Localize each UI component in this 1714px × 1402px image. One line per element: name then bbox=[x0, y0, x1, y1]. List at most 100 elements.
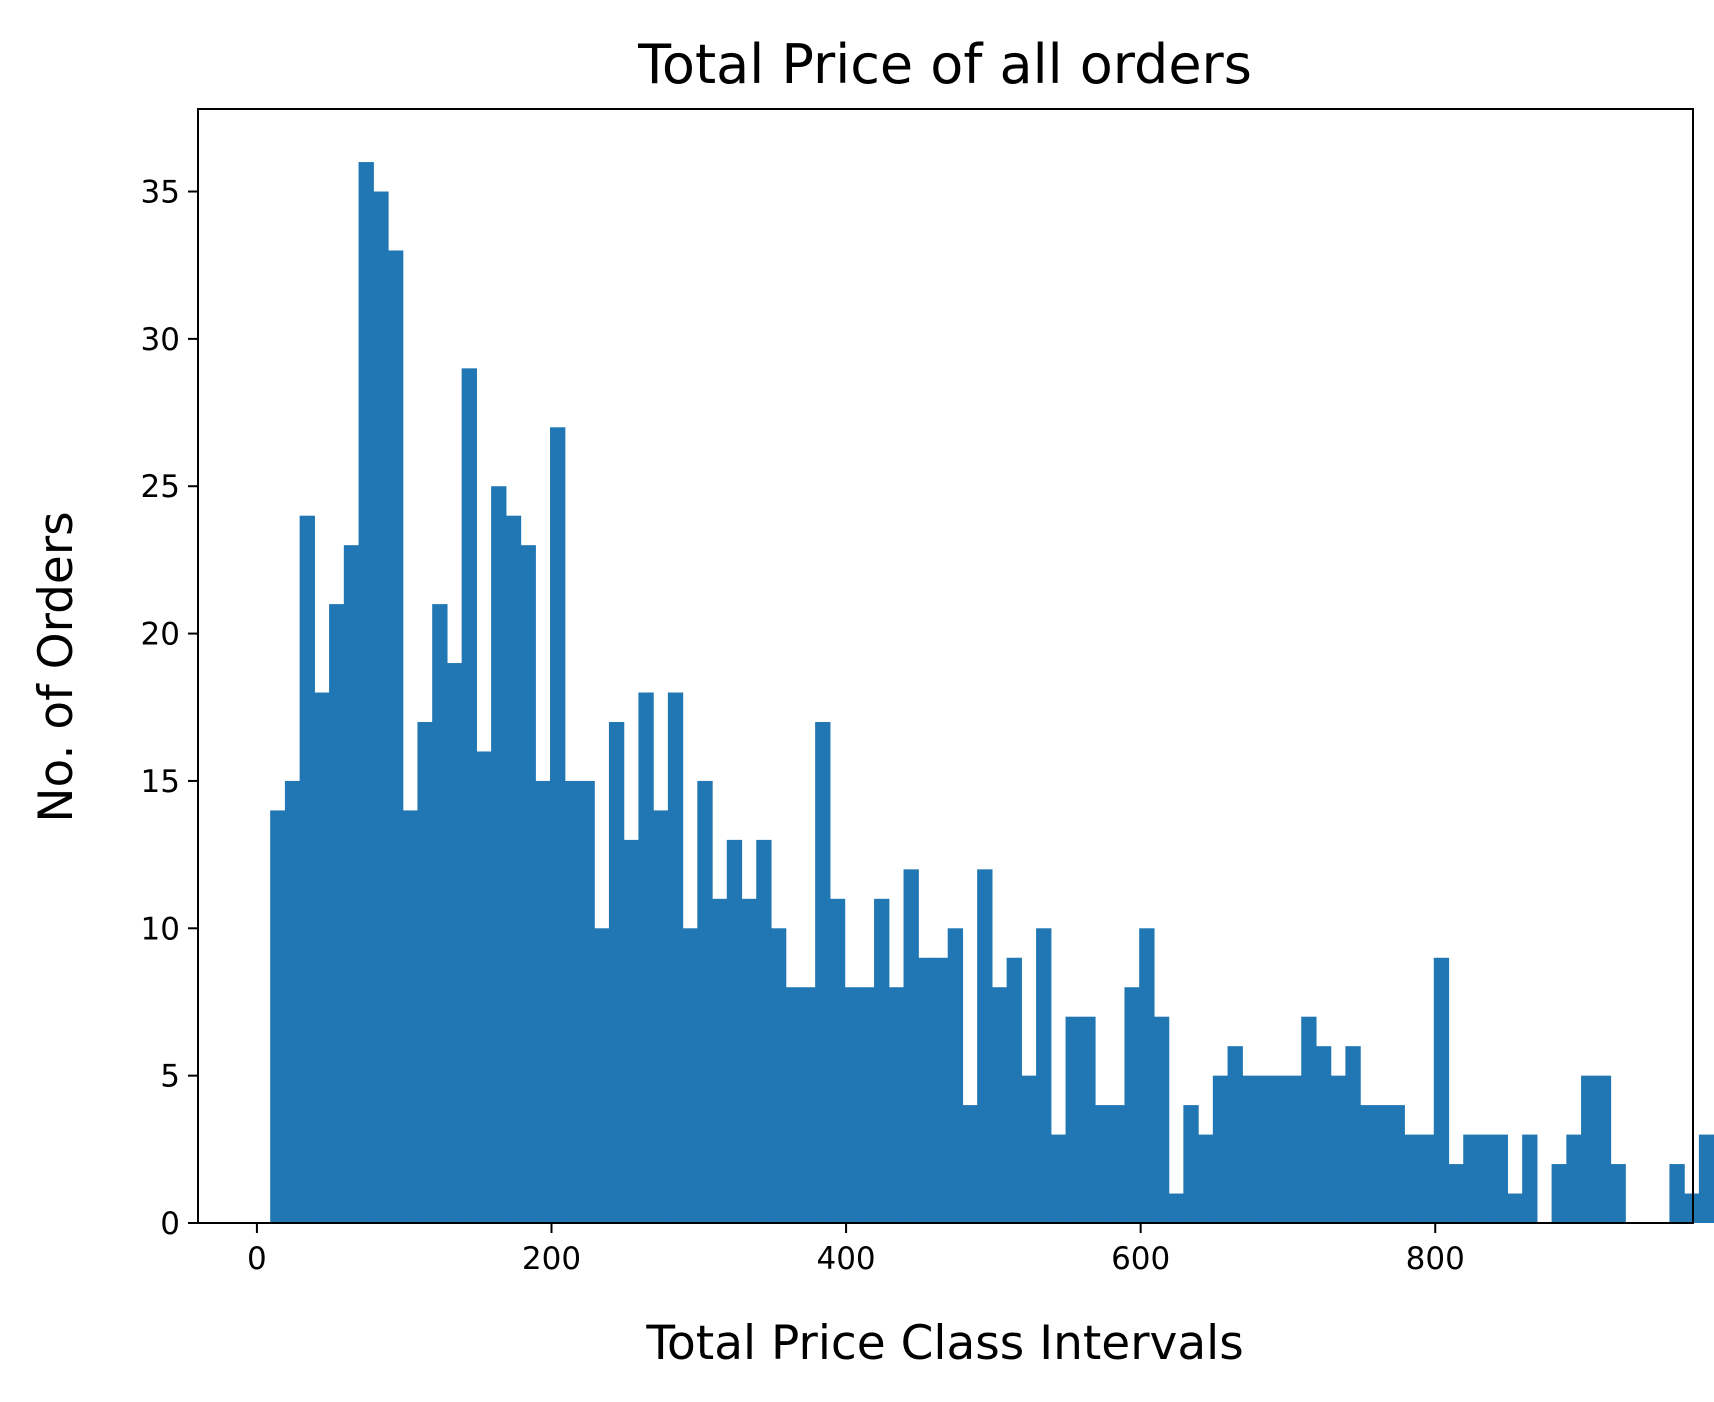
x-tick-label: 400 bbox=[816, 1241, 875, 1277]
histogram-bar bbox=[299, 515, 315, 1223]
histogram-bar bbox=[329, 604, 345, 1223]
histogram-bar bbox=[1345, 1046, 1361, 1223]
histogram-bar bbox=[1124, 987, 1140, 1223]
histogram-bar bbox=[314, 692, 330, 1223]
histogram-bar bbox=[991, 987, 1008, 1223]
histogram-bar bbox=[962, 1105, 978, 1223]
chart-title: Total Price of all orders bbox=[637, 33, 1252, 96]
y-axis-title: No. of Orders bbox=[29, 511, 84, 822]
histogram-bar bbox=[1286, 1075, 1302, 1223]
histogram-bar bbox=[638, 692, 654, 1223]
histogram-bar bbox=[1301, 1016, 1317, 1223]
histogram-bar bbox=[1036, 928, 1052, 1223]
histogram-bar bbox=[829, 898, 846, 1223]
x-tick-label: 800 bbox=[1406, 1241, 1465, 1277]
histogram-bar bbox=[1021, 1075, 1037, 1223]
y-tick-label: 0 bbox=[160, 1206, 180, 1242]
y-tick-label: 30 bbox=[141, 322, 180, 358]
histogram-bar bbox=[1168, 1193, 1184, 1223]
histogram-bar bbox=[579, 780, 595, 1223]
histogram-bar bbox=[888, 987, 905, 1223]
histogram-bar bbox=[1360, 1105, 1376, 1223]
histogram-bar bbox=[770, 928, 787, 1223]
histogram-bar bbox=[859, 987, 875, 1223]
histogram-bar bbox=[550, 427, 566, 1223]
x-tick-label: 200 bbox=[522, 1241, 581, 1277]
histogram-bar bbox=[1684, 1193, 1700, 1223]
histogram-bar bbox=[1330, 1075, 1346, 1223]
histogram-bar bbox=[1242, 1075, 1258, 1223]
histogram-bar bbox=[1065, 1016, 1081, 1223]
histogram-bar bbox=[1109, 1105, 1126, 1223]
histogram-bar bbox=[726, 839, 743, 1223]
histogram-bar bbox=[682, 928, 698, 1223]
histogram-bar bbox=[667, 692, 684, 1223]
histogram-bar bbox=[800, 987, 816, 1223]
y-tick-label: 35 bbox=[141, 175, 180, 211]
histogram-bar bbox=[1581, 1075, 1597, 1223]
histogram-bar bbox=[785, 987, 802, 1223]
histogram-bar bbox=[1374, 1105, 1391, 1223]
histogram-bar bbox=[343, 545, 360, 1223]
histogram-bar bbox=[1139, 928, 1155, 1223]
histogram-bar bbox=[505, 515, 522, 1223]
plot-frame bbox=[197, 108, 1694, 1224]
histogram-bar bbox=[1566, 1134, 1582, 1223]
histogram-bar bbox=[1477, 1134, 1494, 1223]
histogram-bar bbox=[1227, 1046, 1243, 1223]
histogram-bar bbox=[402, 810, 419, 1223]
histogram-bar bbox=[1271, 1075, 1288, 1223]
histogram-bar bbox=[1463, 1134, 1479, 1223]
histogram-bar bbox=[1419, 1134, 1435, 1223]
histogram-bar bbox=[1080, 1016, 1096, 1223]
histogram-bar bbox=[1492, 1134, 1509, 1223]
histogram-bar bbox=[594, 928, 610, 1223]
histogram-bar bbox=[1212, 1075, 1229, 1223]
histogram-bar bbox=[623, 839, 639, 1223]
histogram-bar bbox=[1507, 1193, 1523, 1223]
histogram-bar bbox=[1595, 1075, 1612, 1223]
histogram-bar bbox=[1551, 1164, 1567, 1223]
histogram-bar bbox=[653, 810, 669, 1223]
histogram-bar bbox=[270, 810, 286, 1223]
histogram-bar bbox=[1433, 957, 1450, 1223]
histogram-bar bbox=[756, 839, 772, 1223]
histogram-bar bbox=[1522, 1134, 1538, 1223]
y-tick-label: 10 bbox=[141, 911, 180, 947]
histogram-bar bbox=[417, 721, 433, 1223]
y-tick-label: 20 bbox=[141, 617, 180, 653]
histogram-bar bbox=[1183, 1105, 1199, 1223]
histogram-bar bbox=[564, 780, 581, 1223]
histogram-bar bbox=[903, 869, 919, 1223]
histogram-bar bbox=[1153, 1016, 1170, 1223]
histogram-bar bbox=[388, 250, 404, 1223]
y-tick-label: 5 bbox=[160, 1059, 180, 1095]
y-tick-label: 15 bbox=[141, 764, 180, 800]
x-tick-label: 600 bbox=[1111, 1241, 1170, 1277]
histogram-bar bbox=[1448, 1164, 1464, 1223]
histogram-bar bbox=[1404, 1134, 1420, 1223]
bars-group bbox=[270, 162, 1714, 1224]
histogram-bar bbox=[520, 545, 536, 1223]
histogram-bar bbox=[844, 987, 860, 1223]
histogram-bar bbox=[1389, 1105, 1405, 1223]
histogram-bar bbox=[712, 898, 728, 1223]
histogram-bar bbox=[1050, 1134, 1067, 1223]
histogram-bar bbox=[1006, 957, 1022, 1223]
histogram-bar bbox=[1669, 1164, 1685, 1223]
x-tick-label: 0 bbox=[247, 1241, 267, 1277]
histogram-bar bbox=[1610, 1164, 1626, 1223]
y-axis-ticks: 0 5 10 15 20 25 30 35 bbox=[141, 175, 198, 1242]
x-axis-ticks: 0 200 400 600 800 bbox=[247, 1223, 1465, 1277]
histogram-bar bbox=[932, 957, 949, 1223]
histogram-bar bbox=[741, 898, 757, 1223]
histogram-bar bbox=[446, 663, 463, 1223]
histogram-bar bbox=[535, 780, 551, 1223]
histogram-bar bbox=[815, 721, 831, 1223]
histogram-bar bbox=[461, 368, 477, 1224]
histogram-bar bbox=[1315, 1046, 1332, 1223]
histogram-bar bbox=[373, 191, 389, 1223]
histogram-bar bbox=[608, 721, 625, 1223]
histogram-bar bbox=[1095, 1105, 1111, 1223]
